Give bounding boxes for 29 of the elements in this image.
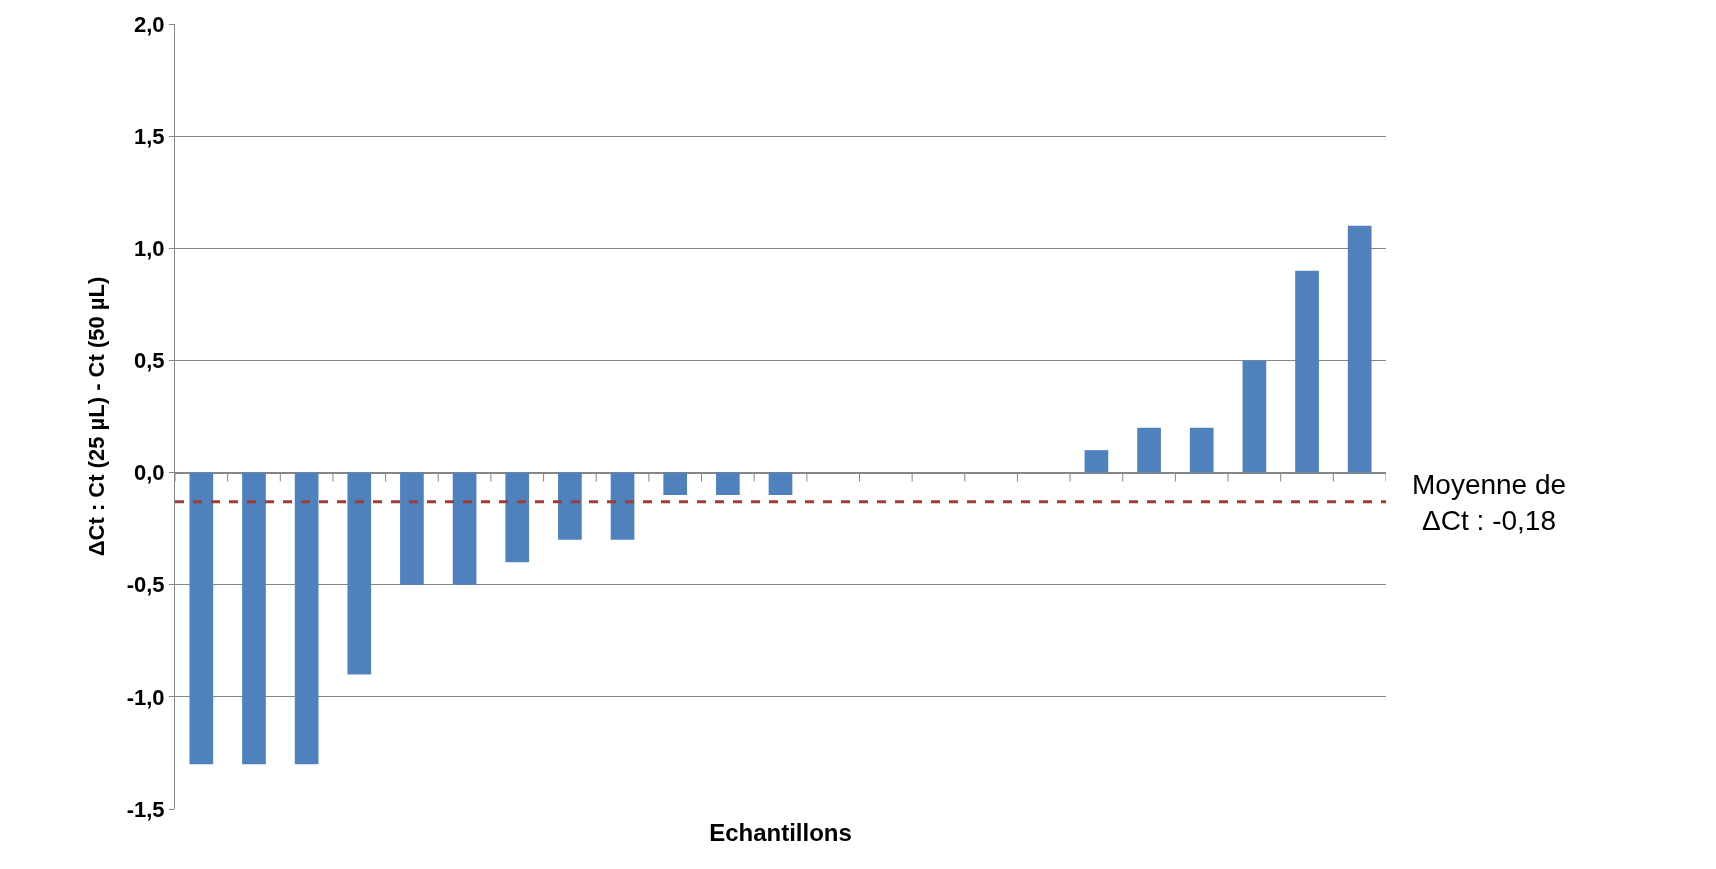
text: Moyenne de ΔCt : -0,18	[1412, 469, 1567, 537]
bar	[294, 472, 319, 765]
y-tick-label: 2,0	[134, 11, 165, 37]
bar	[347, 472, 372, 675]
x-axis-title: Echantillons	[709, 819, 852, 847]
bar	[1084, 450, 1109, 473]
y-tick-label: 1,5	[134, 123, 165, 149]
y-tick-label: 0,5	[134, 348, 165, 374]
bar	[1242, 360, 1267, 473]
y-axis-title: ΔCt : Ct (25 µL) - Ct (50 µL)	[84, 276, 110, 557]
bar	[505, 472, 530, 563]
y-tick-label: -0,5	[126, 572, 165, 598]
bar	[716, 472, 740, 495]
bar	[400, 472, 424, 585]
bar	[558, 472, 582, 540]
bar	[1137, 427, 1161, 473]
bar	[1189, 427, 1214, 473]
bar	[663, 472, 688, 495]
y-tick-label: 0,0	[134, 460, 165, 486]
bar	[452, 472, 477, 585]
y-tick-label: -1,5	[126, 796, 165, 822]
bar	[1347, 225, 1372, 473]
y-tick-label: 1,0	[134, 235, 165, 261]
bar	[768, 472, 793, 495]
bar	[1295, 270, 1319, 473]
bar	[189, 472, 214, 765]
y-tick-label: -1,0	[126, 684, 165, 710]
bar	[610, 472, 635, 540]
bar	[242, 472, 266, 765]
